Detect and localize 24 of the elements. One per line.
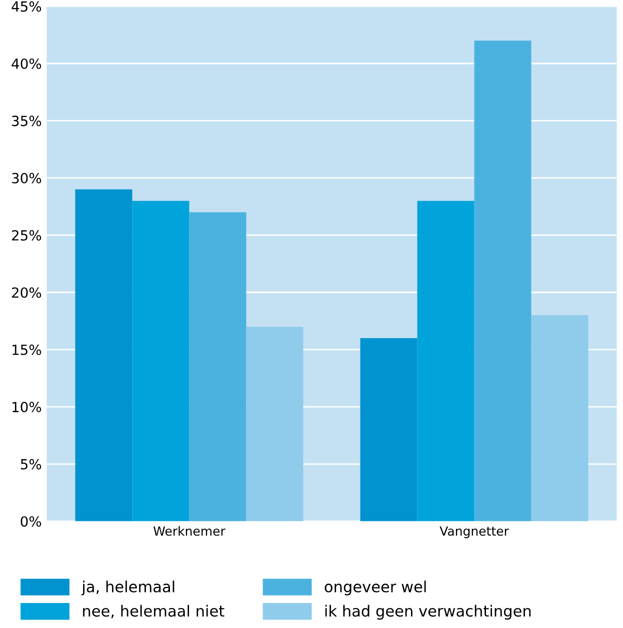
legend-label: nee, helemaal niet — [83, 604, 224, 618]
y-tick-label: 40% — [12, 58, 42, 69]
y-tick-label: 5% — [20, 458, 42, 470]
legend-label: ja, helemaal — [81, 580, 174, 596]
y-tick-label: 0% — [20, 516, 42, 527]
legend-label: ongeveer wel — [324, 580, 426, 596]
bar — [75, 189, 132, 522]
bar — [360, 338, 418, 522]
y-tick-label: 30% — [12, 172, 42, 184]
y-tick-label: 15% — [12, 344, 42, 356]
bar — [474, 40, 532, 522]
bar — [132, 200, 190, 522]
x-tick-label: Vangnetter — [440, 526, 509, 538]
bar — [246, 326, 304, 522]
bar — [417, 200, 474, 522]
x-tick-label: Werknemer — [153, 526, 226, 536]
y-tick-label: 10% — [12, 402, 42, 412]
y-tick-label: 45% — [12, 1, 42, 12]
bar — [531, 315, 588, 522]
y-tick-label: 25% — [12, 230, 42, 241]
bar — [189, 212, 246, 522]
legend-label: ik had geen verwachtingen — [325, 604, 531, 620]
y-tick-label: 35% — [12, 116, 42, 126]
y-tick-label: 20% — [12, 287, 42, 298]
